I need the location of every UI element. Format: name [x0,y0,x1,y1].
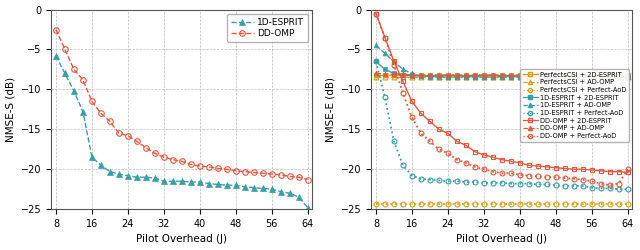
1D-ESPRIT [133,176,141,179]
Line: DD-OMP: DD-OMP [53,27,310,182]
1D-ESPRIT [88,156,96,159]
1D-ESPRIT [97,164,105,167]
DD-OMP [124,134,132,137]
1D-ESPRIT [79,110,87,113]
DD-OMP [61,48,68,51]
DD-OMP [79,78,87,81]
1D-ESPRIT [115,172,123,176]
1D-ESPRIT [70,90,78,92]
1D-ESPRIT [241,185,248,188]
1D-ESPRIT [61,72,68,75]
DD-OMP [133,140,141,143]
Legend: 1D-ESPRIT, DD-OMP: 1D-ESPRIT, DD-OMP [227,14,308,42]
1D-ESPRIT [52,54,60,57]
1D-ESPRIT [277,190,285,193]
1D-ESPRIT [304,206,312,209]
1D-ESPRIT [223,184,230,187]
X-axis label: Pilot Overhead (J): Pilot Overhead (J) [136,234,227,244]
DD-OMP [169,158,177,161]
DD-OMP [196,164,204,168]
DD-OMP [88,100,96,103]
Y-axis label: NMSE-S (dB): NMSE-S (dB) [6,77,15,142]
1D-ESPRIT [187,180,195,184]
1D-ESPRIT [286,192,294,195]
1D-ESPRIT [178,180,186,183]
DD-OMP [151,152,159,155]
Legend: PerfectsCSI + 2D-ESPRIT, PerfectsCSI + AD-OMP, PerfectsCSI + Perfect-AoD, 1D-ESP: PerfectsCSI + 2D-ESPRIT, PerfectsCSI + A… [520,69,629,142]
1D-ESPRIT [196,180,204,184]
1D-ESPRIT [160,180,168,183]
Line: 1D-ESPRIT: 1D-ESPRIT [53,53,310,210]
DD-OMP [115,132,123,135]
1D-ESPRIT [295,196,303,199]
DD-OMP [304,178,312,181]
DD-OMP [250,171,258,174]
DD-OMP [277,173,285,176]
DD-OMP [142,146,150,149]
1D-ESPRIT [232,184,239,187]
DD-OMP [205,165,212,168]
DD-OMP [52,28,60,31]
DD-OMP [214,167,221,170]
DD-OMP [160,156,168,159]
1D-ESPRIT [259,187,267,190]
DD-OMP [187,163,195,166]
1D-ESPRIT [214,183,221,186]
DD-OMP [295,176,303,179]
1D-ESPRIT [205,182,212,185]
DD-OMP [286,175,294,178]
DD-OMP [223,168,230,171]
X-axis label: Pilot Overhead (J): Pilot Overhead (J) [456,234,547,244]
1D-ESPRIT [151,176,159,180]
DD-OMP [178,160,186,163]
DD-OMP [259,172,267,175]
DD-OMP [268,172,276,176]
1D-ESPRIT [250,186,258,189]
DD-OMP [241,170,248,173]
Y-axis label: NMSE-E (dB): NMSE-E (dB) [326,77,335,142]
DD-OMP [97,112,105,115]
1D-ESPRIT [169,180,177,183]
DD-OMP [232,169,239,172]
1D-ESPRIT [124,174,132,177]
1D-ESPRIT [106,170,114,173]
1D-ESPRIT [268,188,276,191]
1D-ESPRIT [142,176,150,179]
DD-OMP [70,68,78,71]
DD-OMP [106,120,114,123]
